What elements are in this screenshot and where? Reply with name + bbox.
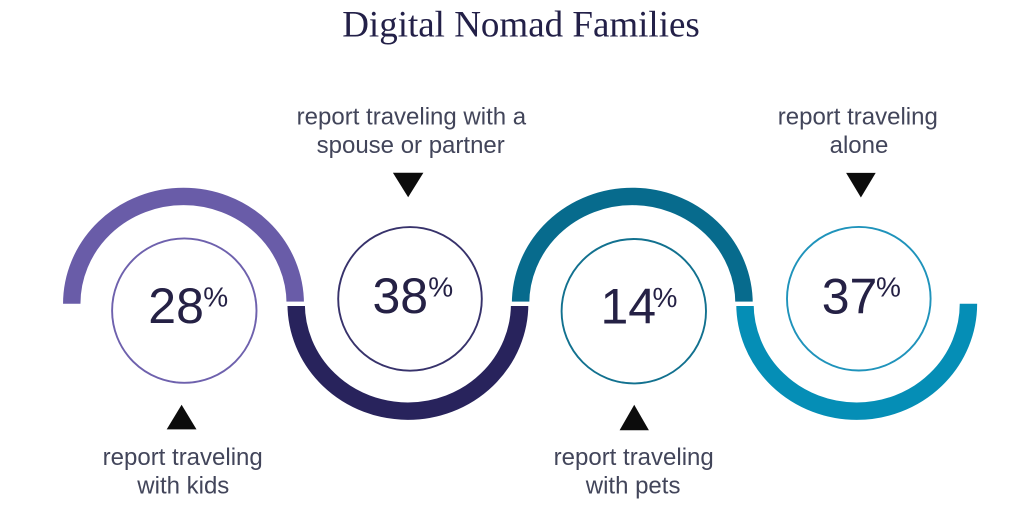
svg-text:14: 14: [601, 278, 657, 334]
svg-text:alone: alone: [830, 132, 889, 159]
svg-text:Digital Nomad Families: Digital Nomad Families: [342, 4, 700, 45]
svg-text:spouse or partner: spouse or partner: [317, 132, 505, 159]
svg-text:%: %: [653, 282, 678, 313]
svg-text:%: %: [428, 272, 453, 303]
svg-text:28: 28: [148, 278, 204, 334]
svg-text:report traveling: report traveling: [103, 444, 263, 471]
svg-text:38: 38: [373, 268, 429, 324]
svg-text:%: %: [876, 272, 901, 303]
svg-text:with pets: with pets: [585, 472, 681, 499]
svg-text:%: %: [203, 282, 228, 313]
svg-text:report traveling: report traveling: [554, 444, 714, 471]
svg-text:report traveling with a: report traveling with a: [297, 103, 527, 130]
svg-text:report traveling: report traveling: [778, 103, 938, 130]
svg-text:37: 37: [822, 268, 878, 324]
svg-text:with kids: with kids: [136, 472, 229, 499]
